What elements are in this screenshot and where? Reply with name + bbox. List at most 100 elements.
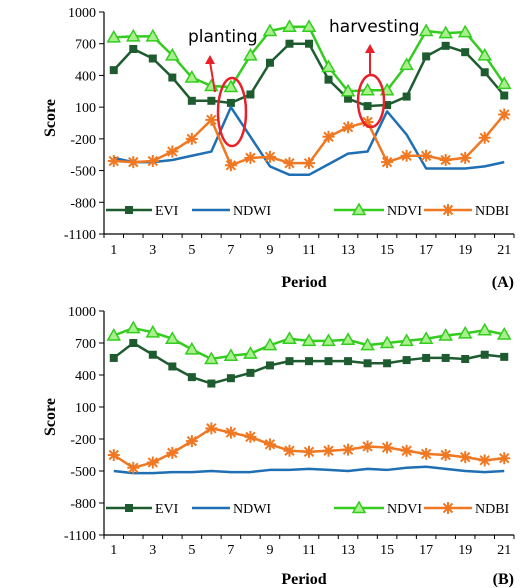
y-tick-label: 100	[75, 101, 96, 116]
data-point-evi	[324, 75, 333, 84]
data-point-ndvi	[477, 322, 493, 336]
data-point-ndbi	[381, 156, 394, 169]
data-point-ndbi	[283, 444, 296, 457]
data-point-ndbi	[439, 449, 452, 461]
data-point-evi	[148, 54, 157, 63]
y-tick-label: 1000	[68, 305, 96, 320]
y-axis-title-a: Score	[42, 99, 59, 137]
x-tick-label: 11	[302, 243, 315, 258]
data-point-ndbi	[322, 444, 335, 457]
legend-a: EVI NDWI NDVI NDBI	[106, 202, 510, 219]
data-point-ndvi	[243, 346, 258, 359]
y-tick-label: -800	[70, 196, 96, 211]
data-point-ndbi	[459, 151, 472, 164]
data-point-ndbi	[342, 443, 355, 456]
y-tick-label: 700	[75, 38, 96, 53]
data-point-ndbi	[166, 145, 179, 158]
x-tick-label: 17	[419, 243, 433, 258]
data-point-ndbi	[185, 132, 198, 145]
data-point-ndbi	[381, 441, 394, 454]
y-tick-label: -500	[70, 465, 96, 480]
data-point-ndvi	[301, 19, 317, 33]
data-point-evi	[226, 98, 235, 107]
panel-label-a: (A)	[492, 274, 514, 291]
data-point-ndbi	[498, 452, 511, 465]
x-tick-label: 15	[380, 243, 394, 258]
data-point-ndbi	[439, 154, 452, 166]
data-point-ndvi	[243, 47, 258, 61]
data-point-ndbi	[478, 454, 491, 467]
data-point-evi	[187, 96, 196, 105]
data-point-ndbi	[205, 422, 218, 435]
panel-label-b: (B)	[493, 571, 514, 588]
x-tick-label: 9	[266, 543, 273, 558]
harvesting-arrowhead	[365, 44, 375, 53]
data-point-evi	[422, 353, 431, 362]
y-tick-label: -1100	[64, 529, 96, 544]
x-tick-label: 19	[458, 543, 472, 558]
data-point-evi	[461, 355, 470, 363]
legend-marker-ndvi	[351, 500, 367, 514]
data-point-evi	[402, 356, 411, 365]
legend-label-evi: EVI	[155, 204, 179, 219]
data-point-ndbi	[224, 426, 237, 439]
data-point-ndbi	[185, 435, 198, 448]
data-point-ndvi	[106, 29, 122, 43]
data-point-ndvi	[340, 332, 356, 346]
data-point-ndvi	[282, 19, 297, 33]
data-point-ndbi	[342, 121, 355, 134]
data-point-evi	[187, 373, 196, 382]
y-tick-label: -500	[70, 165, 96, 180]
data-point-ndvi	[457, 325, 473, 339]
data-point-evi	[305, 357, 313, 366]
legend-marker-ndbi	[442, 204, 454, 216]
y-tick-label: 700	[75, 337, 96, 352]
data-point-evi	[383, 101, 392, 110]
data-point-ndbi	[459, 451, 472, 464]
data-point-ndvi	[379, 335, 395, 349]
legend-label-ndwi: NDWI	[233, 502, 271, 517]
legend-label-evi: EVI	[155, 502, 179, 517]
data-point-ndvi	[262, 337, 278, 351]
y-tick-label: 1000	[68, 6, 96, 21]
data-point-evi	[226, 374, 235, 383]
series-layer-b	[106, 320, 512, 475]
data-point-ndbi	[303, 157, 315, 170]
legend-marker-ndbi	[442, 502, 454, 514]
x-axis-ticks-a: 1 3 5 7 9 11 13 15 17 19 21	[103, 234, 515, 258]
x-tick-label: 1	[110, 243, 117, 258]
data-point-evi	[461, 48, 470, 57]
data-point-evi	[168, 362, 177, 371]
data-point-ndbi	[322, 130, 335, 143]
x-tick-label: 5	[188, 543, 195, 558]
data-point-ndvi	[340, 83, 356, 97]
data-point-ndvi	[165, 331, 180, 344]
data-point-ndbi	[166, 446, 179, 459]
data-point-ndvi	[204, 351, 219, 365]
data-point-evi	[363, 359, 372, 368]
harvesting-ellipse	[356, 73, 386, 129]
y-tick-label: -200	[70, 133, 96, 148]
data-point-ndbi	[420, 447, 433, 460]
legend-b: EVI NDWI NDVI NDBI	[106, 500, 510, 517]
data-point-ndvi	[184, 70, 200, 83]
data-point-evi	[480, 68, 489, 77]
x-tick-label: 3	[149, 243, 156, 258]
data-point-ndbi	[146, 155, 159, 168]
data-point-ndbi	[107, 155, 120, 168]
data-point-evi	[285, 357, 294, 366]
y-tick-label: -200	[70, 433, 96, 448]
data-point-ndvi	[438, 25, 453, 39]
data-point-evi	[109, 353, 118, 362]
x-axis-title-a: Period	[281, 274, 326, 291]
data-point-evi	[129, 45, 138, 53]
data-point-evi	[246, 368, 255, 377]
data-point-ndbi	[283, 157, 296, 170]
legend-marker-evi	[125, 206, 133, 214]
plot-area-b	[103, 311, 514, 536]
data-point-evi	[109, 66, 118, 75]
data-point-evi	[363, 102, 372, 111]
data-point-ndbi	[205, 113, 218, 126]
x-tick-label: 13	[341, 543, 355, 558]
